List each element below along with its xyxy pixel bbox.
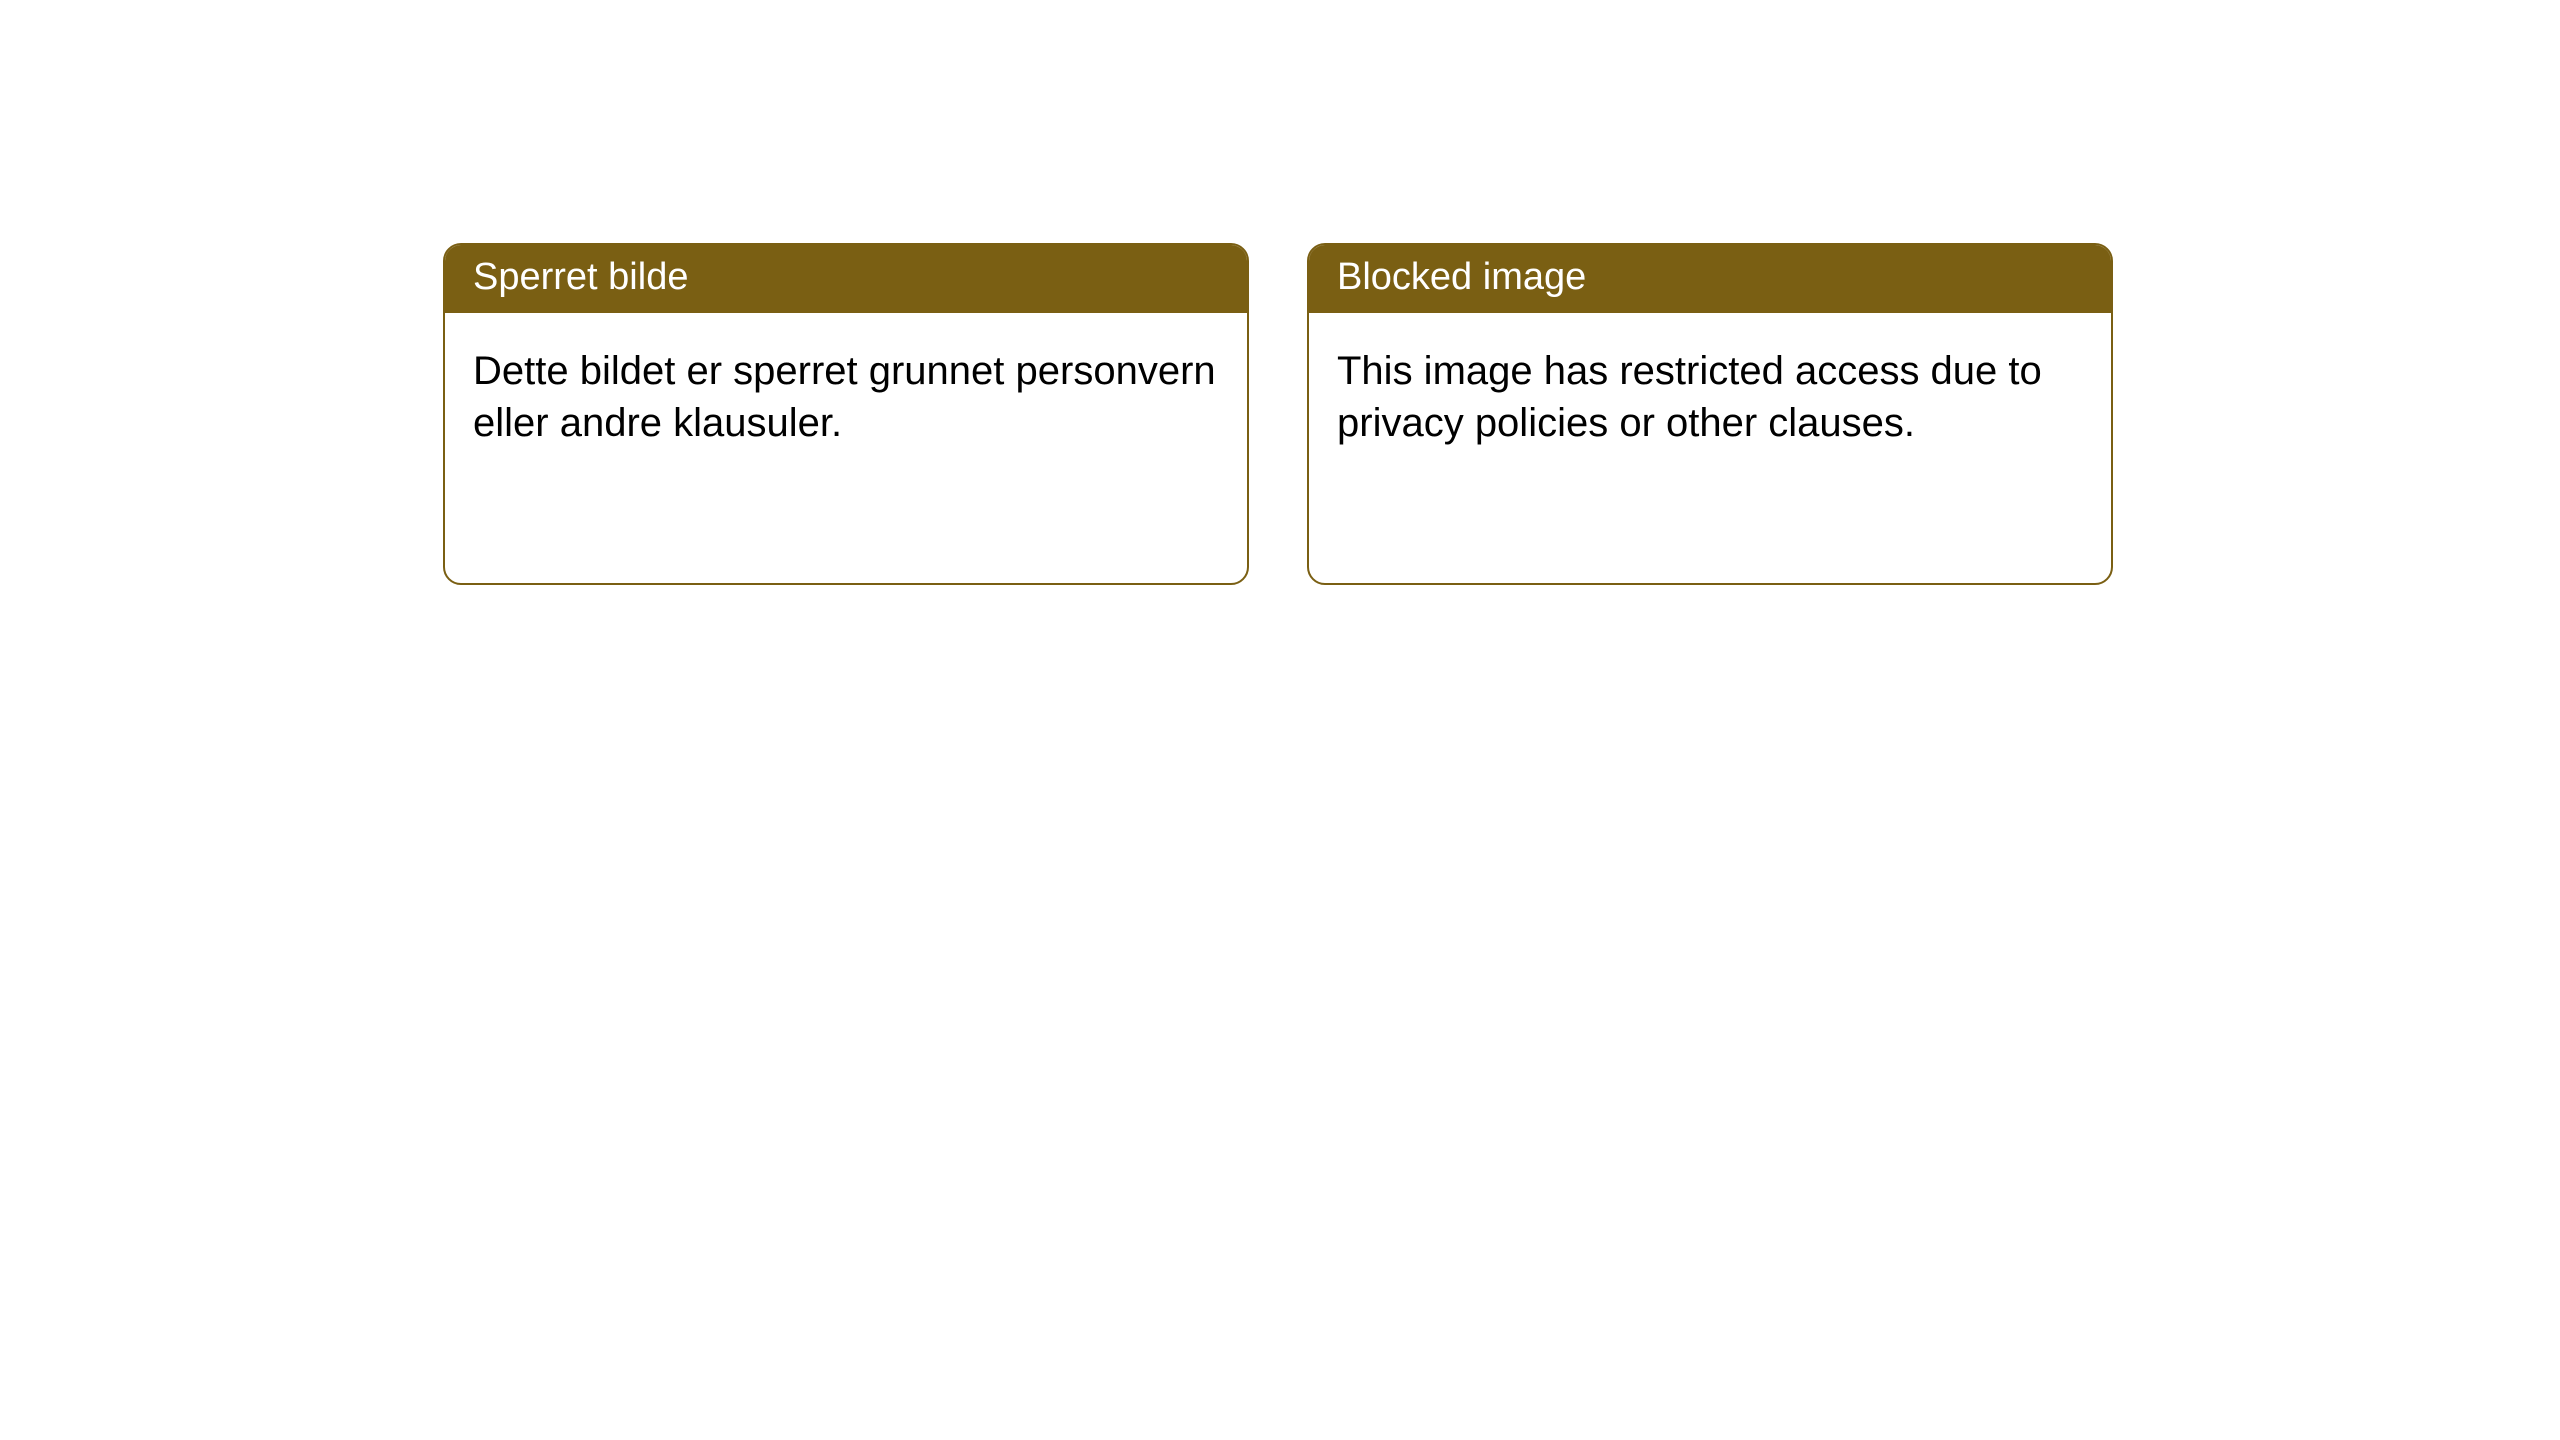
- notice-card-english: Blocked image This image has restricted …: [1307, 243, 2113, 585]
- notice-card-norwegian: Sperret bilde Dette bildet er sperret gr…: [443, 243, 1249, 585]
- notice-title-norwegian: Sperret bilde: [445, 245, 1247, 313]
- notice-body-norwegian: Dette bildet er sperret grunnet personve…: [445, 313, 1247, 583]
- notice-container: Sperret bilde Dette bildet er sperret gr…: [443, 243, 2113, 585]
- notice-title-english: Blocked image: [1309, 245, 2111, 313]
- notice-body-english: This image has restricted access due to …: [1309, 313, 2111, 583]
